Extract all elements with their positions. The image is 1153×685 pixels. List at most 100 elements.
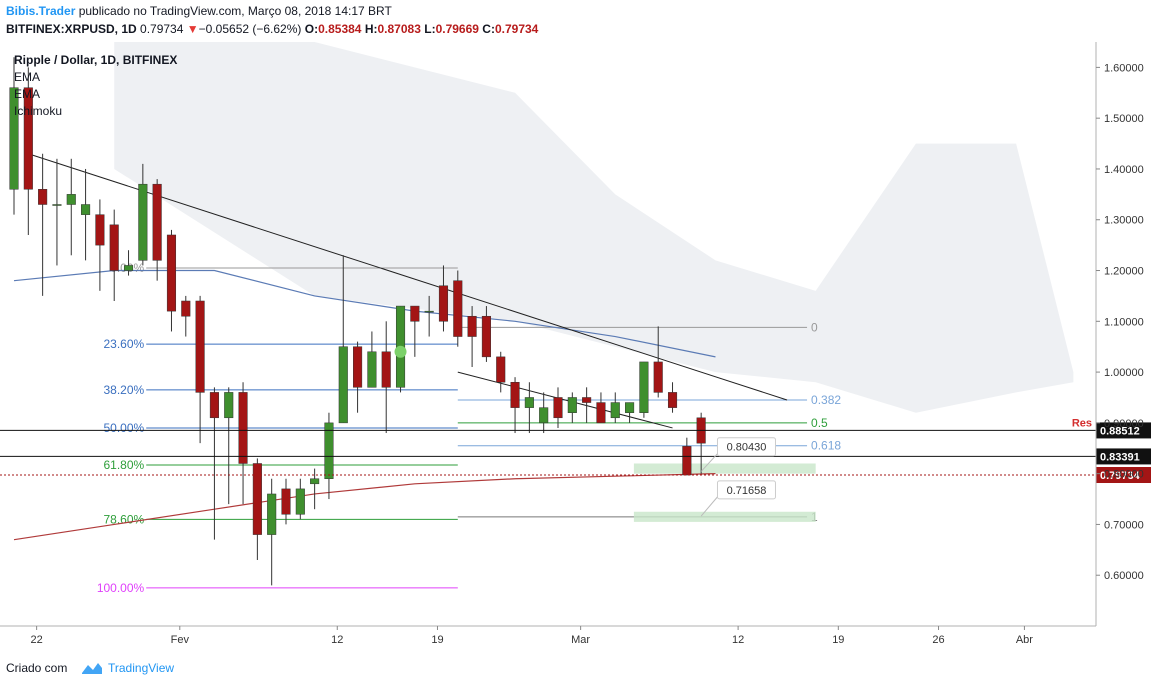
candle-body [23,87,33,190]
candle-body [152,183,162,261]
ichimoku-cloud [114,42,1074,413]
symbol-label[interactable]: BITFINEX:XRPUSD, 1D [6,22,137,36]
ext-level-label: 0.5 [811,416,828,430]
candle-body [367,351,377,388]
price-tick-label: 1.50000 [1104,113,1144,125]
price-tag-label: 0.83391 [1100,451,1140,463]
candle-body [453,280,463,337]
target-zones [633,463,816,522]
candle-body [195,300,205,393]
candle-body [539,407,549,424]
candle-body [295,488,305,515]
candle-body [596,402,606,424]
time-tick-label: 19 [832,634,844,646]
ext-level-label: 0 [811,320,818,334]
candle-body [510,381,520,408]
candle-body [66,194,76,205]
candle-body [424,310,434,313]
high-label: H: [364,22,378,36]
price-tick-label: 0.80000 [1104,469,1144,481]
trendline [457,371,673,429]
candle-body [81,204,91,215]
fib-level-label: 78.60% [104,512,145,526]
change-arrow-icon: ▼ [186,22,199,36]
fib-retracement: 0.00%23.60%38.20%50.00%61.80%78.60%100.0… [97,261,458,595]
author-name[interactable]: Bibis.Trader [6,4,76,18]
candle-body [410,305,420,322]
close-value: 0.79734 [494,22,539,36]
horizontal-levels[interactable]: 0.88512 Res 0.83391 0.79734 [0,417,1151,484]
target-zone [633,463,816,474]
legend-title: Ripple / Dollar, 1D, BITFINEX [14,53,178,67]
candle-body [310,478,320,485]
candle-body [481,315,491,358]
price-tick-label: 1.10000 [1104,316,1144,328]
callout-label: 0.71658 [727,485,767,497]
price-tick-label: 0.90000 [1104,418,1144,430]
candle-body [52,204,62,206]
callout-pointer [700,496,718,517]
candle-body [9,87,19,190]
low-label: L: [424,22,436,36]
axes: 1.60000 1.50000 1.40000 1.30000 1.20000 1.100… [0,42,1144,646]
price-tick-label: 1.30000 [1104,215,1144,227]
candle-body [467,315,477,337]
close-label: C: [482,22,495,36]
candle-body [138,183,148,261]
last-price: 0.79734 [140,22,184,36]
open-label: O: [304,22,319,36]
low-value: 0.79669 [435,22,479,36]
tradingview-cloud-icon [80,659,104,682]
candle-body [582,397,592,403]
candle-body [324,422,334,479]
candle-body [95,214,105,246]
footer: Criado com TradingView [0,655,1153,685]
fib-level-label: 23.60% [104,337,145,351]
resistance-label: Res [1072,417,1092,429]
publish-info: publicado no TradingView.com, Março 08, … [78,4,392,18]
time-tick-label: Mar [571,634,590,646]
candle-body [610,402,620,419]
price-tick-label: 0.70000 [1104,519,1144,531]
candle-body [682,446,692,476]
price-tick-label: 1.40000 [1104,164,1144,176]
time-tick-label: 19 [431,634,443,646]
open-value: 0.85384 [318,22,362,36]
candle-body [381,351,391,388]
fib-level-label: 38.20% [104,383,145,397]
candle-body [353,346,363,388]
candle-body [38,189,48,205]
candle-body [524,397,534,408]
publish-line: Bibis.Trader publicado no TradingView.co… [6,4,392,18]
chart-header: Bibis.Trader publicado no TradingView.co… [0,0,1153,42]
time-tick-label: Abr [1016,634,1033,646]
callout-box [716,437,776,457]
price-tick-label: 0.60000 [1104,570,1144,582]
fib-level-label: 61.80% [104,458,145,472]
ichimoku-cloud-area [114,42,1074,413]
candle-body [553,397,563,419]
ema-slow-line [13,473,716,541]
candle-body [109,224,119,271]
callout-box [716,480,776,500]
legend-ema-1[interactable]: EMA [14,70,41,84]
price-tag-box [1096,422,1151,439]
chart-canvas[interactable]: 0.00%23.60%38.20%50.00%61.80%78.60%100.0… [0,42,1153,655]
candle-body [209,392,219,419]
price-tag-box [1096,467,1151,484]
candle-body [224,392,234,419]
callout-label: 0.80430 [727,442,767,454]
time-tick-label: 12 [732,634,744,646]
candle-body [267,493,277,535]
candle-body [567,397,577,413]
footer-brand-link[interactable]: TradingView [108,661,175,675]
price-callouts: 0.80430 0.71658 [700,437,776,517]
candle-body [338,346,348,424]
legend-ichimoku[interactable]: Ichimoku [14,104,63,118]
time-tick-label: 22 [31,634,43,646]
candle-body [252,463,262,535]
legend-ema-2[interactable]: EMA [14,87,41,101]
fib-level-label: 50.00% [104,421,145,435]
price-tag-label: 0.88512 [1100,425,1140,437]
candle-body [639,361,649,413]
